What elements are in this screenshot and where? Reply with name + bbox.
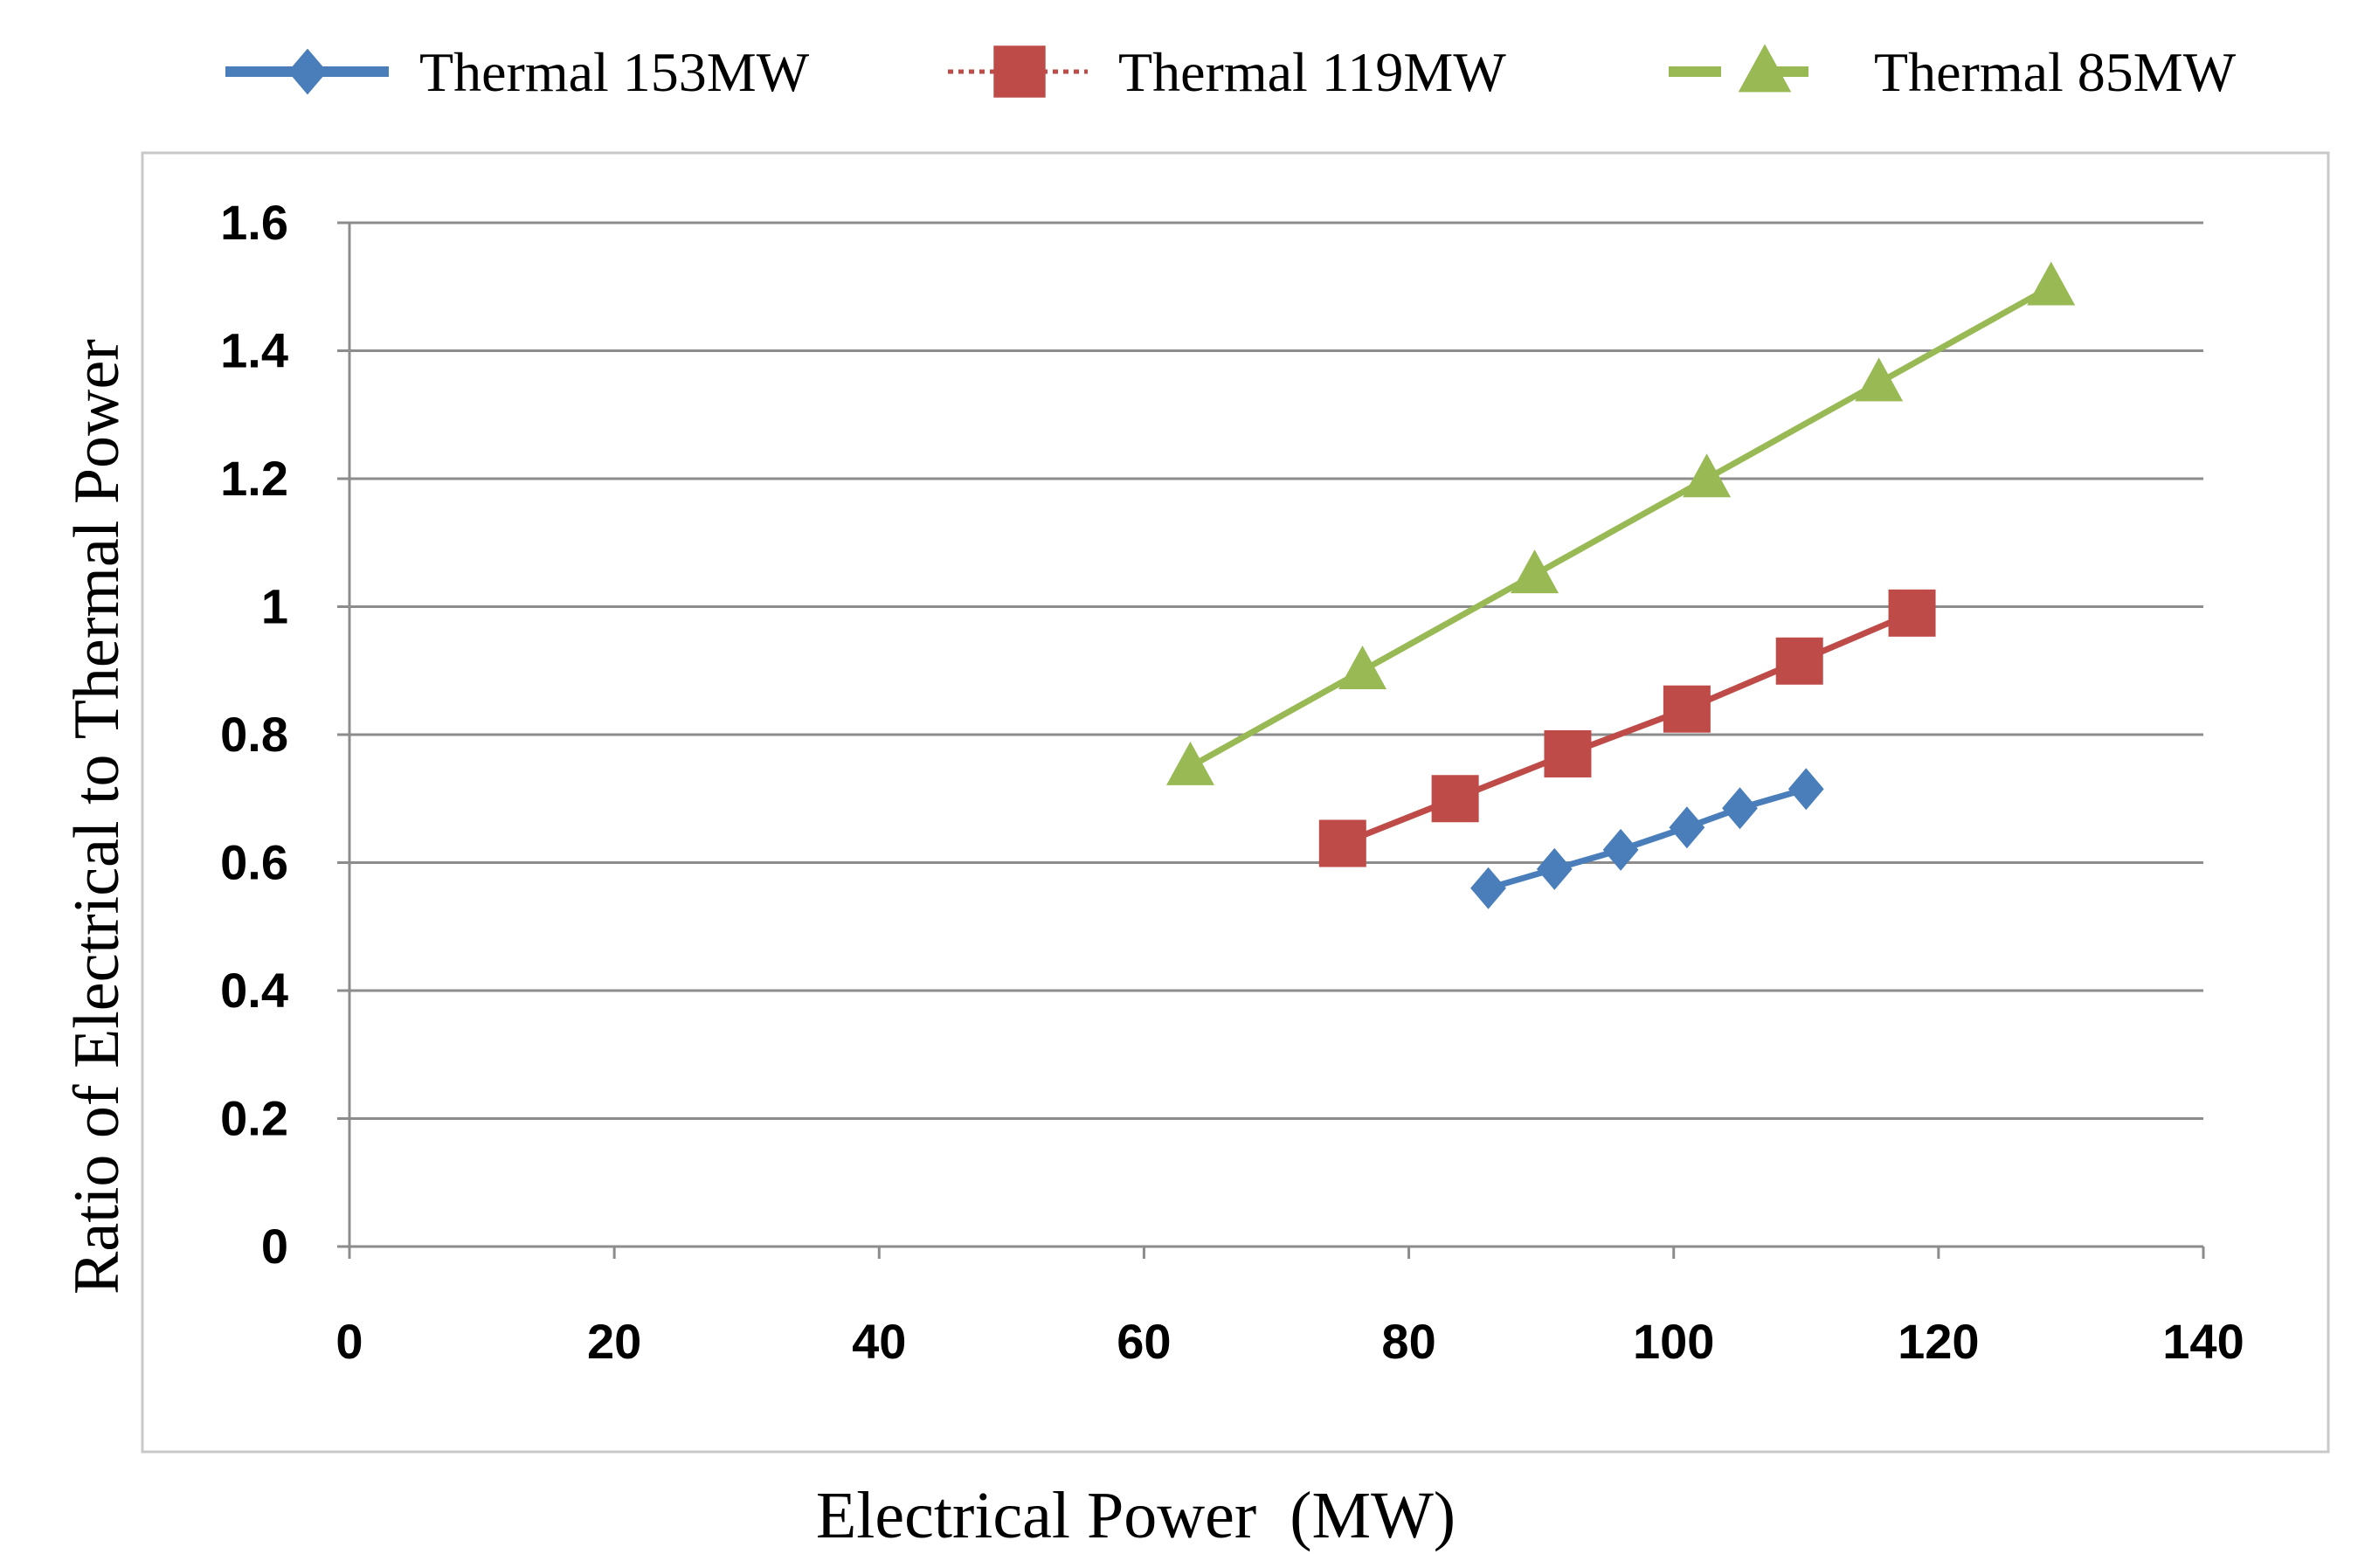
data-point: [1431, 775, 1479, 823]
data-point: [1165, 741, 1214, 785]
gridlines: [349, 221, 2203, 1120]
legend-label: Thermal 119MW: [1118, 41, 1506, 103]
x-tick-label: 40: [852, 1314, 906, 1369]
x-tick-label: 140: [2162, 1314, 2244, 1369]
x-tick-label: 0: [335, 1314, 363, 1369]
data-point: [1318, 819, 1366, 867]
legend-item-0: Thermal 153MW: [225, 41, 810, 103]
data-point: [1511, 549, 1559, 594]
y-tick-label: 1.6: [220, 195, 288, 250]
data-point: [1470, 867, 1506, 909]
y-tick-label: 0.8: [220, 707, 288, 762]
legend-marker: [1738, 44, 1792, 93]
x-tick-label: 20: [587, 1314, 641, 1369]
y-tick-label: 0.2: [220, 1091, 288, 1146]
data-point: [1536, 847, 1573, 890]
y-axis-tick-labels: 0 0.2 0.4 0.6 0.8 1 1.2 1.4 1.6: [220, 195, 288, 1274]
data-point: [2027, 261, 2076, 306]
legend-label: Thermal 85MW: [1874, 41, 2237, 103]
data-point: [1338, 646, 1387, 689]
legend-item-1: Thermal 119MW: [948, 41, 1506, 103]
x-axis-title: Electrical Power (MW): [816, 1479, 1456, 1552]
x-axis-tick-labels: 0 20 40 60 80 100 120 140: [335, 1314, 2244, 1369]
chart-frame: [141, 151, 2330, 1454]
axes: [337, 221, 2205, 1259]
series-2: [1165, 261, 2076, 785]
data-point: [1683, 453, 1732, 498]
legend-label: Thermal 153MW: [419, 41, 810, 103]
data-point: [1722, 787, 1758, 830]
x-tick-label: 100: [1633, 1314, 1714, 1369]
data-point: [1775, 637, 1823, 685]
series-group: [1165, 261, 2076, 909]
y-tick-label: 1.2: [220, 451, 288, 506]
legend: Thermal 153MW Thermal 119MW Thermal 85MW: [225, 41, 2237, 103]
y-tick-label: 0.4: [220, 963, 288, 1018]
legend-marker: [993, 45, 1046, 98]
series-line: [1188, 284, 2053, 770]
legend-marker: [287, 48, 328, 95]
y-axis-title: Ratio of Electrical to Thermal Power: [61, 339, 133, 1295]
y-tick-label: 0.6: [220, 835, 288, 890]
legend-item-2: Thermal 85MW: [1669, 41, 2237, 103]
y-tick-label: 1: [261, 579, 288, 634]
data-point: [1602, 828, 1639, 871]
x-tick-label: 60: [1117, 1314, 1171, 1369]
y-tick-label: 1.4: [220, 323, 288, 378]
series-1: [1318, 589, 1936, 867]
x-tick-label: 80: [1381, 1314, 1435, 1369]
data-point: [1888, 589, 1936, 637]
data-point: [1855, 357, 1904, 402]
series-0: [1470, 768, 1824, 909]
data-point: [1669, 806, 1705, 849]
data-point: [1544, 729, 1592, 777]
data-point: [1788, 768, 1824, 811]
x-tick-label: 120: [1898, 1314, 1979, 1369]
data-point: [1663, 685, 1711, 733]
y-tick-label: 0: [261, 1219, 288, 1274]
